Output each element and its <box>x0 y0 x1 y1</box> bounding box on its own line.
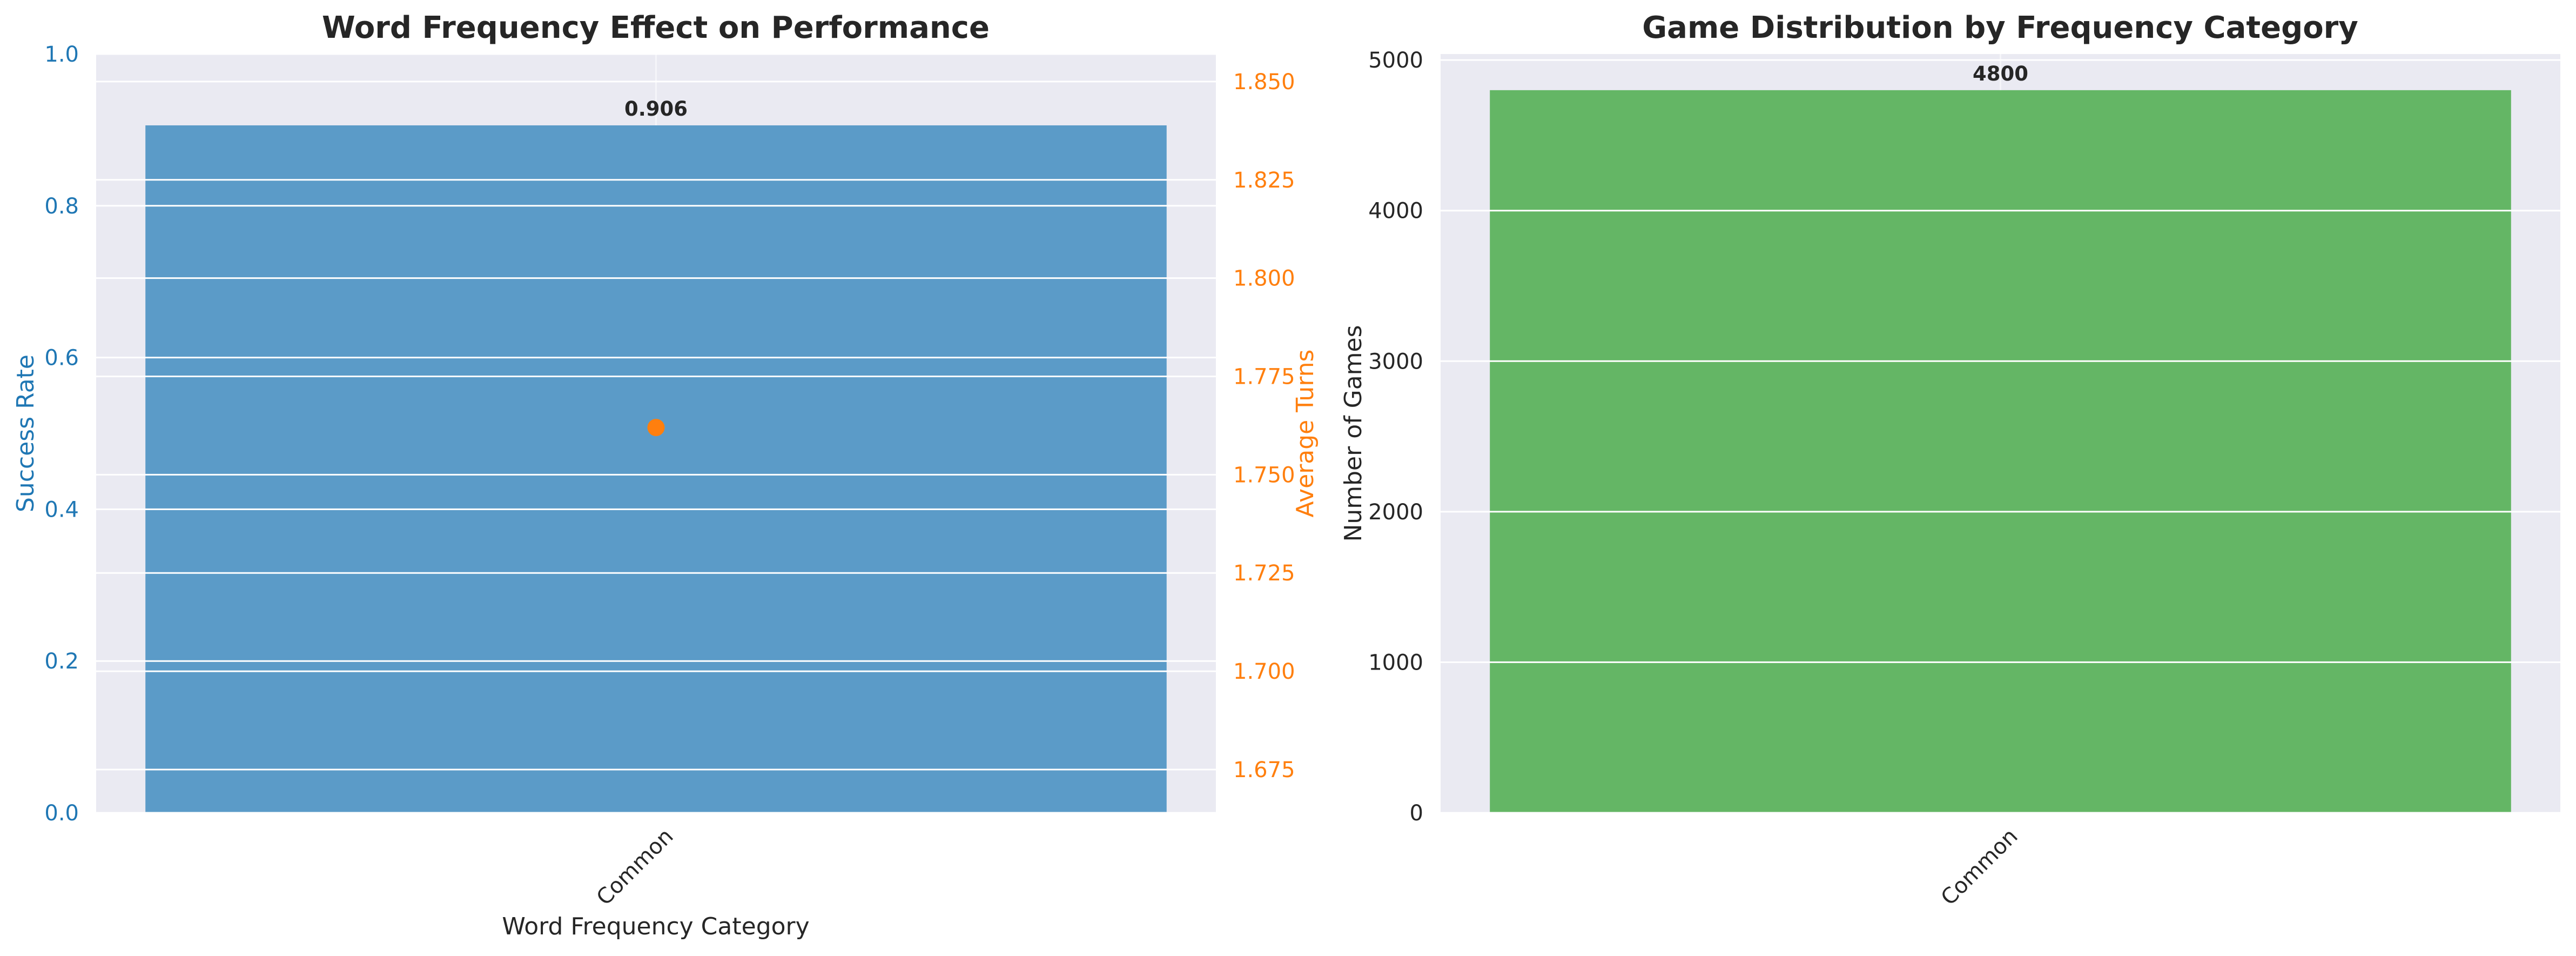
y-axis-label-left: Success Rate <box>12 355 39 512</box>
chart-title-left: Word Frequency Effect on Performance <box>322 10 990 45</box>
data-label: 0.906 <box>624 97 688 121</box>
chart-left: 0.906 0.0 0.2 0.4 0.6 0.8 1.0 1.675 1.700 1.725… <box>12 10 1319 940</box>
y-gridlines-left <box>96 53 1216 814</box>
y-tick-label: 1.0 <box>44 42 79 67</box>
y-tick-label: 0.4 <box>44 497 79 522</box>
x-tick-labels-left: Common <box>592 824 678 911</box>
y-tick-label: 0.0 <box>44 801 79 826</box>
y2-tick-label: 1.725 <box>1233 561 1295 586</box>
y-tick-labels-left: 0.0 0.2 0.4 0.6 0.8 1.0 <box>44 42 79 826</box>
bar <box>145 125 1167 813</box>
bars-left <box>145 125 1167 813</box>
x-tick-labels-right: Common <box>1936 824 2023 911</box>
points-left <box>647 419 665 437</box>
y2-tick-label: 1.800 <box>1233 266 1295 291</box>
bars-right <box>1490 90 2511 813</box>
y-tick-label: 2000 <box>1368 500 1423 525</box>
y-tick-label: 1000 <box>1368 650 1423 675</box>
chart-right: 4800 0 1000 2000 3000 4000 5000 Common Game D… <box>1340 10 2560 910</box>
y-tick-label: 3000 <box>1368 349 1423 374</box>
chart-title-right: Game Distribution by Frequency Category <box>1642 10 2358 45</box>
x-tick-label: Common <box>1936 824 2023 911</box>
y-tick-label: 0.2 <box>44 649 79 674</box>
data-label: 4800 <box>1973 62 2028 85</box>
scatter-point <box>647 419 665 437</box>
y-tick-label: 0.8 <box>44 194 79 219</box>
y2-axis-label-left: Average Turns <box>1292 350 1319 518</box>
y2-tick-label: 1.775 <box>1233 365 1295 390</box>
y2-tick-label: 1.850 <box>1233 70 1295 95</box>
y2-tick-label: 1.750 <box>1233 463 1295 487</box>
data-labels-right: 4800 <box>1973 62 2028 85</box>
y2-tick-label: 1.700 <box>1233 659 1295 684</box>
y2-tick-label: 1.825 <box>1233 168 1295 193</box>
bar <box>1490 90 2511 813</box>
y-tick-label: 5000 <box>1368 48 1423 73</box>
y-tick-label: 4000 <box>1368 199 1423 224</box>
y2-tick-label: 1.675 <box>1233 758 1295 783</box>
y2-gridlines-left <box>96 81 1216 771</box>
y-tick-label: 0.6 <box>44 346 79 371</box>
y-gridlines-right <box>1441 59 2560 814</box>
data-labels-left: 0.906 <box>624 97 688 121</box>
y2-tick-labels-left: 1.675 1.700 1.725 1.750 1.775 1.800 1.825 1.850 <box>1233 70 1295 783</box>
y-tick-label: 0 <box>1410 801 1423 826</box>
y-axis-label-right: Number of Games <box>1340 325 1367 541</box>
x-axis-label-left: Word Frequency Category <box>502 913 809 940</box>
y-tick-labels-right: 0 1000 2000 3000 4000 5000 <box>1368 48 1423 826</box>
x-tick-label: Common <box>592 824 678 911</box>
